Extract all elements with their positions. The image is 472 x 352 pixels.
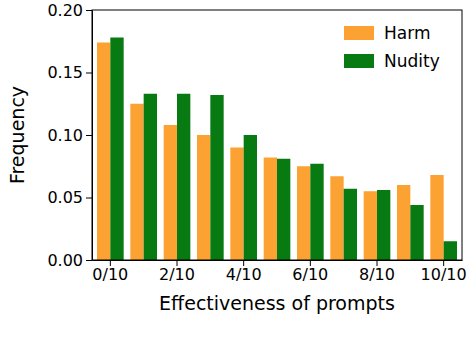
x-tick: 2/10 <box>159 260 195 284</box>
x-tick-label: 0/10 <box>92 265 128 284</box>
bar <box>244 135 257 260</box>
y-tick: 0.00 <box>47 251 92 270</box>
frame <box>92 10 462 260</box>
x-tick: 6/10 <box>292 260 328 284</box>
bar <box>144 94 157 260</box>
y-tick-mark <box>86 10 92 11</box>
bar <box>264 158 277 261</box>
plot: 0.00 0.05 0.10 0.15 0.20 0/10 2/10 4/10 6/10 8/10… <box>47 1 466 285</box>
y-tick-label: 0.10 <box>47 126 83 145</box>
bar <box>410 205 423 260</box>
x-tick: 8/10 <box>359 260 395 284</box>
x-tick-label: 2/10 <box>159 265 195 284</box>
y-tick: 0.10 <box>47 126 92 145</box>
bar <box>344 189 357 260</box>
y-tick-label: 0.15 <box>47 63 83 82</box>
y-tick: 0.20 <box>47 1 92 20</box>
y-tick: 0.05 <box>47 188 92 207</box>
legend-label: Nudity <box>384 51 440 71</box>
bar <box>197 135 210 260</box>
x-tick: 10/10 <box>421 260 467 284</box>
bar <box>430 175 443 260</box>
bar <box>397 185 410 260</box>
bar <box>97 43 110 261</box>
y-tick-label: 0.20 <box>47 1 83 20</box>
y-tick-mark <box>86 73 92 74</box>
legend-swatch <box>344 54 374 68</box>
bar <box>230 148 243 261</box>
legend-swatch <box>344 26 374 40</box>
y-tick-label: 0.00 <box>47 251 83 270</box>
bar <box>297 166 310 260</box>
chart: 0.00 0.05 0.10 0.15 0.20 0/10 2/10 4/10 6/10 8/10… <box>0 0 472 352</box>
y-tick: 0.15 <box>47 63 92 82</box>
legend-label: Harm <box>384 23 430 43</box>
legend: Harm Nudity <box>344 23 440 71</box>
bar <box>277 159 290 260</box>
x-tick-label: 10/10 <box>421 265 467 284</box>
x-tick-label: 6/10 <box>292 265 328 284</box>
y-tick-label: 0.05 <box>47 188 83 207</box>
bar <box>110 38 123 261</box>
x-tick-label: 4/10 <box>226 265 262 284</box>
bar <box>310 164 323 260</box>
y-axis-title: Frequency <box>6 86 28 184</box>
y-tick-mark <box>86 135 92 136</box>
bar <box>377 190 390 260</box>
bar <box>164 125 177 260</box>
legend-item: Nudity <box>344 51 440 71</box>
bar <box>130 104 143 260</box>
x-axis-title: Effectiveness of prompts <box>159 292 395 314</box>
x-tick: 0/10 <box>92 260 128 284</box>
y-tick-mark <box>86 260 92 261</box>
bar <box>330 176 343 260</box>
y-axis-line <box>92 11 93 261</box>
bar <box>444 241 457 260</box>
legend-item: Harm <box>344 23 430 43</box>
bar <box>177 94 190 260</box>
x-axis: 0/10 2/10 4/10 6/10 8/10 10/10 <box>92 260 466 284</box>
bar <box>364 191 377 260</box>
x-tick-label: 8/10 <box>359 265 395 284</box>
bars <box>97 38 457 261</box>
x-axis-line <box>93 260 463 261</box>
y-axis: 0.00 0.05 0.10 0.15 0.20 <box>47 1 92 270</box>
bar <box>210 95 223 260</box>
y-tick-mark <box>86 198 92 199</box>
x-tick: 4/10 <box>226 260 262 284</box>
